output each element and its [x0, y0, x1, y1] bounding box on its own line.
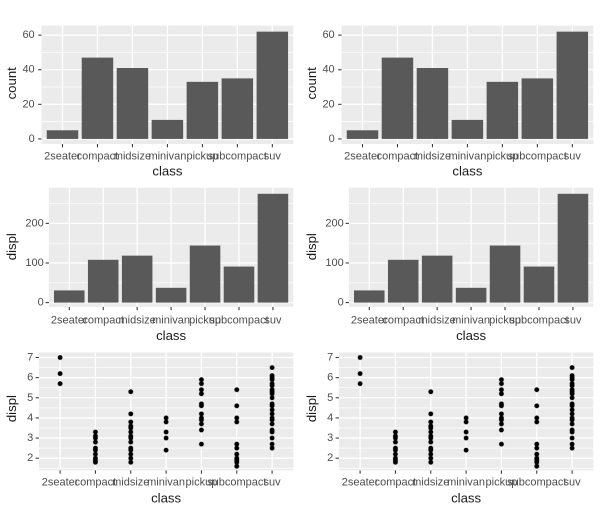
- svg-text:compact: compact: [75, 477, 117, 489]
- svg-text:class: class: [451, 491, 481, 506]
- svg-text:60: 60: [322, 29, 334, 41]
- svg-text:0: 0: [329, 133, 335, 145]
- svg-text:6: 6: [327, 372, 333, 384]
- svg-text:class: class: [452, 163, 482, 178]
- svg-text:displ: displ: [304, 395, 319, 422]
- svg-text:4: 4: [327, 412, 333, 424]
- svg-text:suv: suv: [264, 314, 282, 326]
- svg-text:suv: suv: [264, 477, 282, 489]
- svg-text:subcompact: subcompact: [508, 151, 567, 163]
- svg-text:pickup: pickup: [486, 151, 518, 163]
- svg-text:minivan: minivan: [152, 314, 190, 326]
- svg-text:pickup: pickup: [486, 477, 518, 489]
- svg-text:suv: suv: [264, 151, 282, 163]
- svg-text:minivan: minivan: [147, 477, 185, 489]
- svg-text:minivan: minivan: [448, 151, 486, 163]
- svg-text:2seater: 2seater: [351, 314, 388, 326]
- svg-text:5: 5: [327, 392, 333, 404]
- svg-text:midsize: midsize: [112, 477, 149, 489]
- svg-text:40: 40: [22, 64, 34, 76]
- svg-text:20: 20: [22, 98, 34, 110]
- svg-text:suv: suv: [564, 314, 582, 326]
- svg-text:class: class: [456, 328, 486, 343]
- svg-text:displ: displ: [4, 395, 19, 422]
- svg-text:displ: displ: [4, 233, 19, 260]
- svg-text:100: 100: [325, 257, 343, 269]
- svg-text:200: 200: [325, 217, 343, 229]
- svg-text:compact: compact: [77, 151, 119, 163]
- svg-text:compact: compact: [382, 314, 424, 326]
- svg-text:class: class: [156, 328, 186, 343]
- svg-text:0: 0: [29, 133, 35, 145]
- svg-text:6: 6: [27, 372, 33, 384]
- svg-text:compact: compact: [82, 314, 124, 326]
- svg-text:4: 4: [27, 412, 33, 424]
- svg-text:midsize: midsize: [414, 151, 451, 163]
- svg-text:3: 3: [27, 432, 33, 444]
- svg-text:40: 40: [322, 64, 334, 76]
- svg-text:subcompact: subcompact: [509, 314, 568, 326]
- svg-text:class: class: [152, 163, 182, 178]
- svg-text:3: 3: [327, 432, 333, 444]
- svg-text:pickup: pickup: [489, 314, 521, 326]
- svg-text:midsize: midsize: [412, 477, 449, 489]
- svg-text:2seater: 2seater: [344, 151, 381, 163]
- svg-text:count: count: [4, 67, 19, 100]
- svg-text:2: 2: [27, 452, 33, 464]
- svg-text:5: 5: [27, 392, 33, 404]
- svg-text:minivan: minivan: [447, 477, 485, 489]
- svg-text:7: 7: [27, 352, 33, 364]
- svg-text:displ: displ: [304, 233, 319, 260]
- svg-text:subcompact: subcompact: [507, 477, 566, 489]
- svg-text:pickup: pickup: [186, 151, 218, 163]
- svg-text:compact: compact: [375, 477, 417, 489]
- svg-text:subcompact: subcompact: [207, 477, 266, 489]
- svg-text:100: 100: [25, 257, 43, 269]
- svg-text:60: 60: [22, 29, 34, 41]
- svg-text:2seater: 2seater: [42, 477, 79, 489]
- svg-text:pickup: pickup: [189, 314, 221, 326]
- svg-text:2seater: 2seater: [342, 477, 379, 489]
- svg-text:midsize: midsize: [119, 314, 156, 326]
- svg-text:2seater: 2seater: [51, 314, 88, 326]
- svg-text:midsize: midsize: [419, 314, 456, 326]
- svg-text:minivan: minivan: [452, 314, 490, 326]
- svg-text:class: class: [151, 491, 181, 506]
- svg-text:2: 2: [327, 452, 333, 464]
- svg-text:compact: compact: [377, 151, 419, 163]
- svg-text:suv: suv: [564, 477, 582, 489]
- svg-text:0: 0: [338, 297, 344, 309]
- svg-text:2seater: 2seater: [44, 151, 81, 163]
- svg-text:count: count: [304, 67, 319, 100]
- svg-text:suv: suv: [564, 151, 582, 163]
- svg-text:minivan: minivan: [148, 151, 186, 163]
- svg-text:subcompact: subcompact: [208, 151, 267, 163]
- svg-text:midsize: midsize: [114, 151, 151, 163]
- svg-text:7: 7: [327, 352, 333, 364]
- svg-text:subcompact: subcompact: [209, 314, 268, 326]
- svg-text:200: 200: [25, 217, 43, 229]
- svg-text:20: 20: [322, 98, 334, 110]
- svg-text:0: 0: [38, 297, 44, 309]
- svg-text:pickup: pickup: [186, 477, 218, 489]
